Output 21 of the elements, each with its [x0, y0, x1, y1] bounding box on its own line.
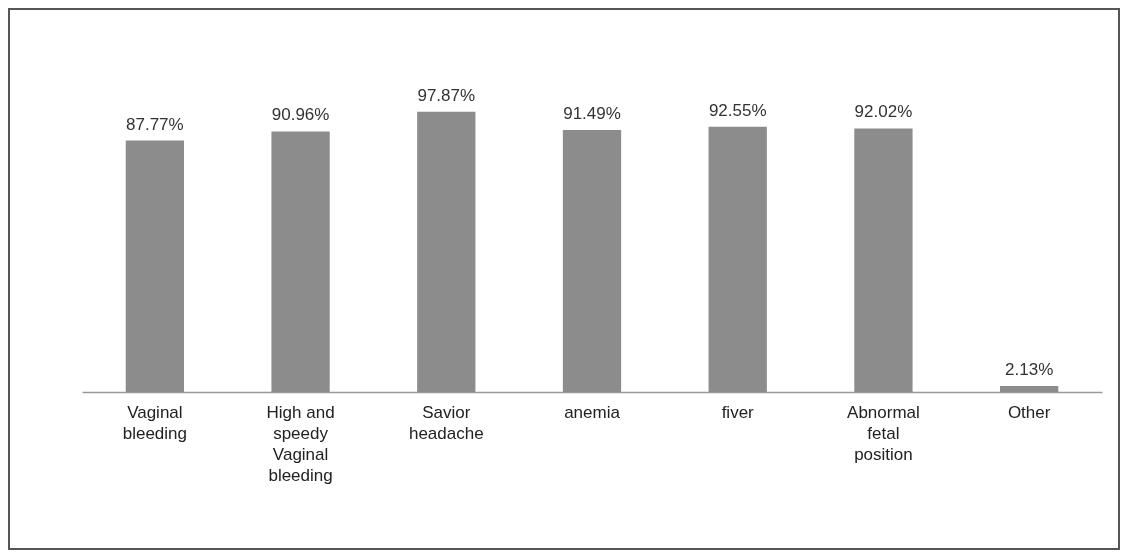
- data-label: 91.49%: [563, 103, 621, 123]
- x-tick-label: fiver: [721, 402, 755, 422]
- data-label: 2.13%: [1005, 359, 1054, 379]
- x-tick-label: Other: [1007, 402, 1051, 422]
- data-label: 87.77%: [126, 114, 184, 134]
- bar: [854, 128, 913, 392]
- bar: [125, 140, 184, 392]
- data-label: 90.96%: [271, 105, 330, 125]
- data-label: 97.87%: [417, 85, 476, 105]
- bar: [271, 131, 330, 392]
- x-tick-label: Abnormal fetal position: [847, 402, 920, 464]
- bar: [1000, 385, 1059, 392]
- bar: [417, 111, 476, 392]
- x-tick-label: High and speedy Vaginal bleeding: [266, 402, 335, 485]
- x-tick-label: Savior headache: [408, 402, 484, 443]
- data-label: 92.55%: [708, 100, 767, 120]
- data-label: 92.02%: [854, 102, 913, 122]
- bar: [562, 129, 622, 392]
- x-tick-label: anemia: [564, 402, 621, 422]
- bar: [708, 126, 767, 392]
- x-tick-label: Vaginal bleeding: [122, 402, 187, 443]
